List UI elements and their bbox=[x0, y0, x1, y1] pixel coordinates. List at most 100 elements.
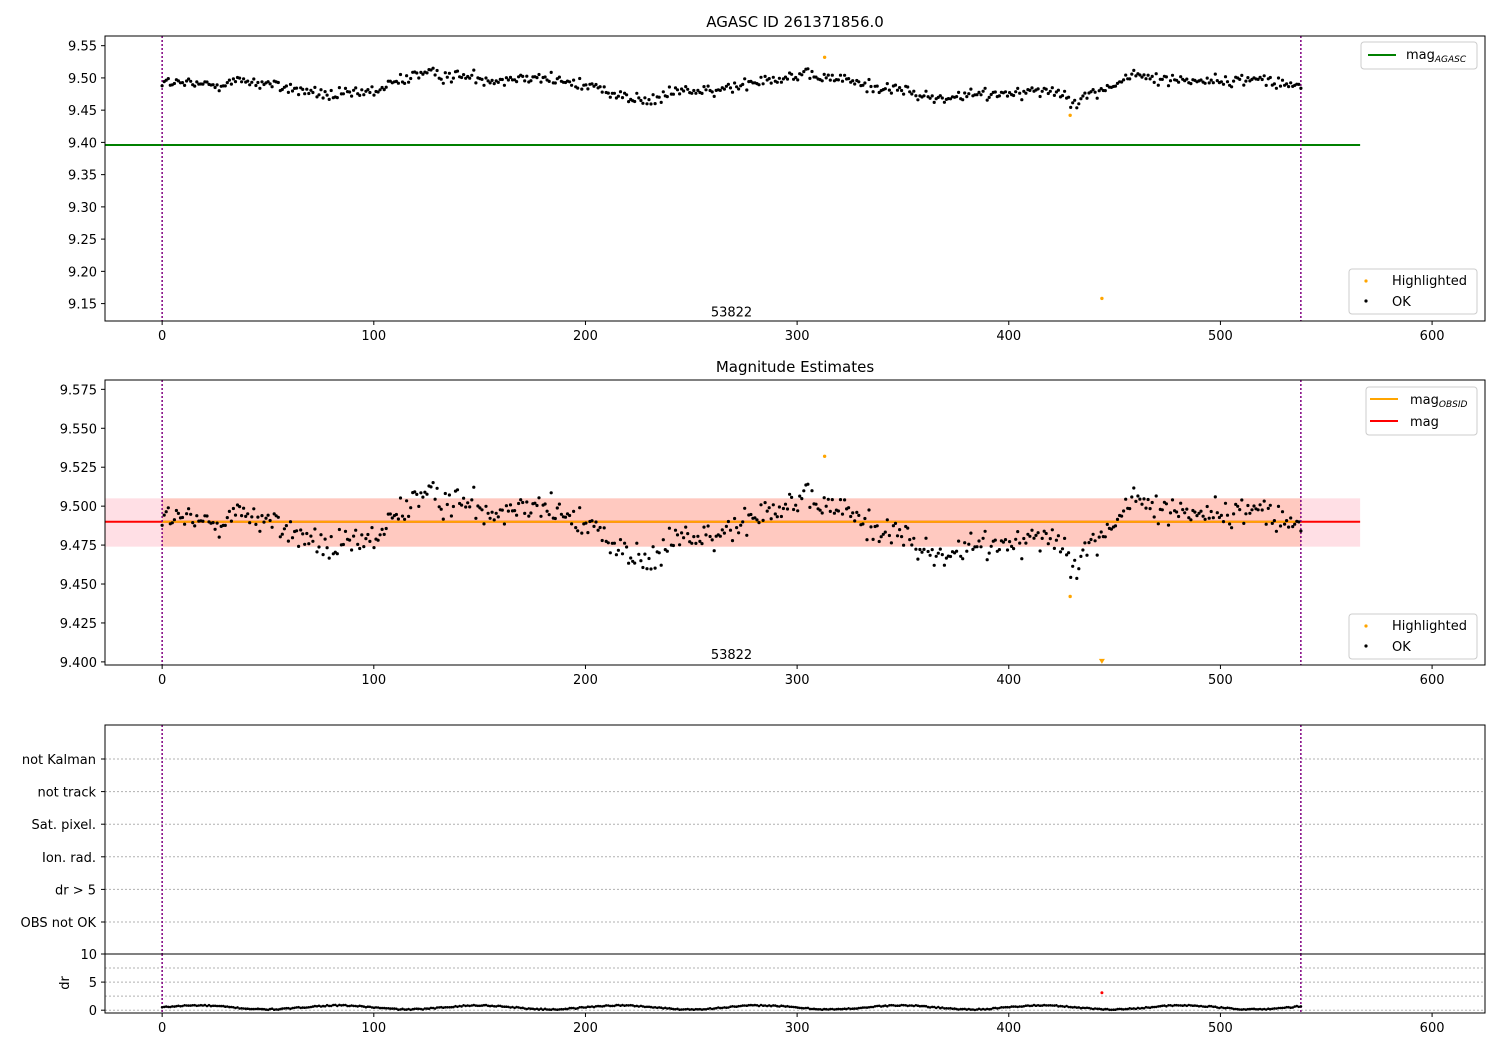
data-point-ok bbox=[372, 546, 376, 550]
data-point-ok bbox=[861, 83, 865, 87]
data-point-ok bbox=[665, 95, 669, 99]
data-point-ok bbox=[1219, 80, 1223, 84]
data-point-ok bbox=[838, 73, 843, 77]
data-point-ok bbox=[737, 531, 741, 535]
dr-point bbox=[816, 1008, 820, 1011]
data-point-highlighted bbox=[1100, 296, 1104, 301]
dr-point bbox=[382, 1006, 386, 1010]
dr-point bbox=[232, 1006, 235, 1009]
data-point-ok bbox=[924, 89, 928, 93]
data-point-ok bbox=[965, 549, 969, 553]
data-point-ok bbox=[737, 87, 741, 91]
data-point-ok bbox=[704, 533, 708, 537]
data-point-ok bbox=[227, 78, 231, 82]
dr-point bbox=[786, 1004, 789, 1008]
data-point-ok bbox=[254, 83, 258, 88]
dr-point bbox=[545, 1008, 549, 1011]
dr-point bbox=[892, 1004, 895, 1007]
data-point-ok bbox=[435, 68, 439, 73]
dr-point bbox=[482, 1003, 486, 1007]
dr-point bbox=[295, 1006, 298, 1009]
dr-point bbox=[721, 1006, 724, 1010]
dr-point bbox=[175, 1004, 178, 1008]
data-point-ok bbox=[606, 541, 610, 545]
data-point-ok bbox=[1048, 537, 1052, 541]
data-point-ok bbox=[348, 90, 352, 94]
data-point-ok bbox=[1189, 518, 1193, 522]
dr-point bbox=[949, 1006, 952, 1010]
data-point-ok bbox=[1010, 544, 1014, 549]
dr-point bbox=[1152, 1005, 1156, 1009]
data-point-ok bbox=[1152, 515, 1156, 519]
dr-point bbox=[177, 1004, 180, 1008]
data-point-ok bbox=[1056, 534, 1060, 538]
data-point-ok bbox=[728, 528, 733, 532]
data-point-ok bbox=[1203, 517, 1207, 521]
data-point-ok bbox=[1185, 507, 1189, 511]
data-point-ok bbox=[871, 537, 875, 542]
data-point-ok bbox=[922, 547, 926, 552]
data-point-ok bbox=[502, 522, 506, 526]
data-point-ok bbox=[800, 73, 804, 77]
dr-point bbox=[1061, 1005, 1064, 1008]
dr-point bbox=[1012, 1005, 1015, 1008]
data-point-ok bbox=[1122, 78, 1126, 82]
dr-point bbox=[1262, 1007, 1266, 1011]
data-point-ok bbox=[761, 518, 765, 523]
dr-point bbox=[234, 1006, 237, 1010]
data-point-ok bbox=[284, 84, 288, 88]
data-point-ok bbox=[944, 556, 949, 560]
data-point-ok bbox=[549, 491, 553, 495]
dr-point bbox=[1248, 1007, 1252, 1011]
data-point-ok bbox=[686, 532, 690, 536]
data-point-ok bbox=[730, 90, 735, 94]
data-point-ok bbox=[523, 79, 527, 83]
dr-point bbox=[837, 1007, 840, 1011]
legend-ok-label: OK bbox=[1392, 640, 1411, 655]
data-point-ok bbox=[712, 549, 716, 553]
data-point-ok bbox=[1050, 86, 1054, 90]
data-point-ok bbox=[592, 524, 596, 529]
dr-point bbox=[580, 1005, 584, 1009]
dr-point bbox=[1130, 1007, 1134, 1011]
data-point-ok bbox=[1219, 513, 1223, 518]
data-point-ok bbox=[957, 90, 961, 94]
data-point-ok bbox=[623, 541, 627, 545]
data-point-ok bbox=[1115, 517, 1120, 522]
data-point-ok bbox=[191, 521, 195, 525]
data-point-ok bbox=[217, 89, 221, 93]
data-point-ok bbox=[1170, 498, 1175, 502]
data-point-ok bbox=[1274, 529, 1278, 533]
data-point-ok bbox=[1154, 494, 1158, 498]
data-point-ok bbox=[282, 527, 286, 531]
data-point-ok bbox=[908, 90, 912, 94]
data-point-ok bbox=[602, 85, 606, 89]
y-tick-label: 9.35 bbox=[68, 169, 97, 184]
dr-point bbox=[529, 1007, 533, 1010]
data-point-ok bbox=[1079, 554, 1083, 559]
data-point-ok bbox=[472, 68, 476, 72]
data-point-ok bbox=[447, 493, 451, 497]
dr-point bbox=[945, 1007, 948, 1010]
data-point-ok bbox=[1081, 94, 1085, 98]
data-point-ok bbox=[641, 565, 645, 570]
dr-point bbox=[303, 1006, 307, 1009]
data-point-ok bbox=[193, 524, 197, 528]
data-point-ok bbox=[519, 498, 523, 502]
dr-point bbox=[882, 1004, 885, 1008]
dr-point bbox=[680, 1008, 683, 1011]
dr-point bbox=[731, 1005, 734, 1008]
data-point-ok bbox=[769, 81, 773, 85]
dr-point bbox=[769, 1004, 773, 1008]
data-point-ok bbox=[702, 85, 706, 89]
dr-point bbox=[509, 1006, 512, 1009]
data-point-ok bbox=[405, 499, 409, 503]
dr-point bbox=[967, 1007, 971, 1011]
data-point-ok bbox=[1089, 537, 1093, 542]
data-point-ok bbox=[246, 512, 250, 516]
data-point-ok bbox=[887, 88, 892, 92]
dr-point bbox=[1116, 1007, 1119, 1011]
data-point-ok bbox=[993, 90, 997, 94]
data-point-ok bbox=[535, 503, 539, 508]
panel-2-frame bbox=[104, 379, 1486, 666]
